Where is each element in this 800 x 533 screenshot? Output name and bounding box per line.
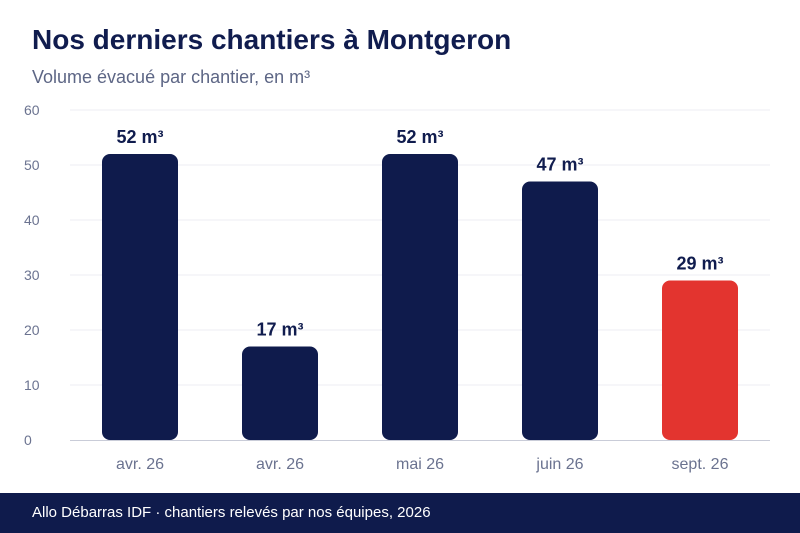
y-tick-label: 40 [24,212,40,228]
bar-chart: 0 10 20 30 40 50 60 52 m³ avr. 26 17 m³ avr. 26 52 … [24,102,770,473]
y-tick-label: 30 [24,267,40,283]
bar [242,346,318,440]
x-tick-label: avr. 26 [116,456,164,473]
bar [102,154,178,440]
bar-value-label: 52 m³ [116,127,163,147]
bar [522,181,598,440]
x-tick-label: sept. 26 [672,456,729,473]
y-tick-label: 50 [24,157,40,173]
bar-value-label: 29 m³ [676,254,723,274]
x-tick-label: juin 26 [535,456,583,473]
chart-subtitle: Volume évacué par chantier, en m³ [32,67,311,87]
bar-value-label: 17 m³ [256,320,303,340]
y-tick-label: 10 [24,377,40,393]
y-tick-label: 20 [24,322,40,338]
y-tick-label: 60 [24,102,40,118]
bar-value-label: 52 m³ [396,127,443,147]
chart-title: Nos derniers chantiers à Montgeron [32,24,512,55]
bar-value-label: 47 m³ [536,155,583,175]
y-tick-label: 0 [24,432,32,448]
footer-source-text: Allo Débarras IDF · chantiers relevés pa… [32,504,431,521]
bar [382,154,458,440]
x-tick-label: mai 26 [396,456,444,473]
footer-bar: Allo Débarras IDF · chantiers relevés pa… [0,493,800,533]
x-tick-label: avr. 26 [256,456,304,473]
bar [662,280,738,440]
